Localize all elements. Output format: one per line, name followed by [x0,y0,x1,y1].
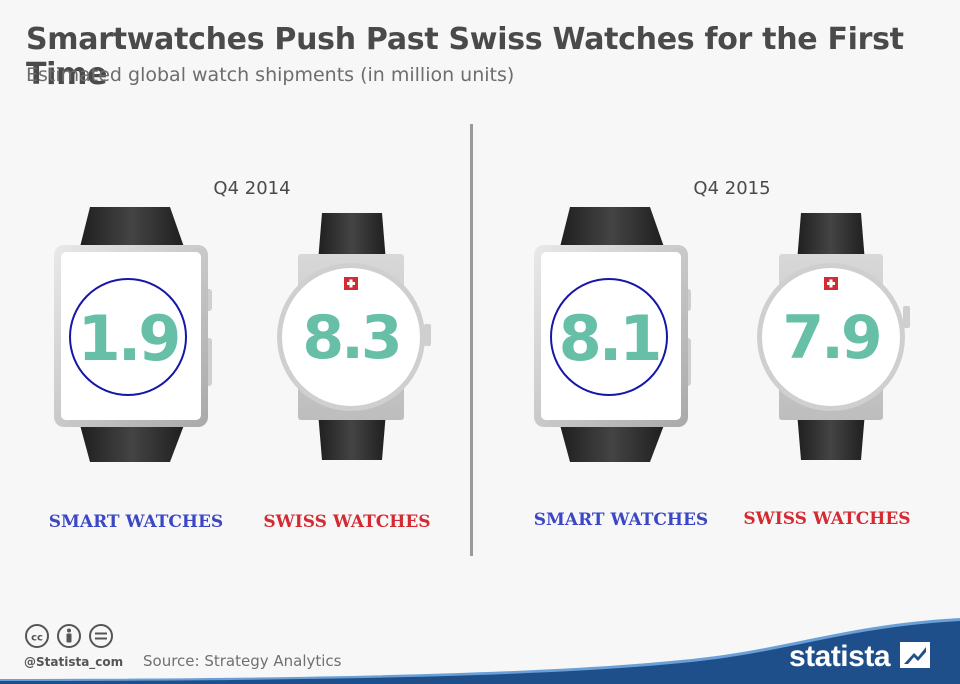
smart-watch-2015: 8.1 [534,207,691,462]
attribution-icon [57,624,81,648]
series-label-swiss-2015: SWISS WATCHES [743,509,911,529]
statista-logo-icon[interactable] [898,640,934,670]
swiss-watch-2014: 8.3 [277,213,431,460]
smart-watch-2014-strap-top [80,207,184,247]
value-label-swiss-2014: 8.3 [302,303,399,373]
swiss-watch-2015-dial [762,268,900,406]
smart-watch-2015-highlight-ring [550,278,668,396]
cc-icon: cc [25,624,49,648]
smart-watch-2015-strap-top [560,207,664,247]
statista-logo-text[interactable]: statista [788,640,891,673]
value-label-smart-2015: 8.1 [559,302,660,375]
swiss-watch-2014-crown [424,324,431,346]
swiss-watch-2014-dial [282,268,420,406]
series-label-swiss-2014: SWISS WATCHES [263,512,431,532]
series-label-smart-2015: SMART WATCHES [533,510,709,530]
footer-handle: @Statista_com [24,655,124,669]
swiss-flag-icon [344,277,358,290]
swiss-watch-2015-strap-top [797,213,865,262]
period-divider [470,124,473,556]
value-label-swiss-2015: 7.9 [782,303,879,373]
smart-watch-2015-strap-bottom [560,425,664,462]
period-label-q4-2015: Q4 2015 [693,178,771,199]
smart-watch-2015-screen [541,252,681,420]
brand-band [0,620,960,684]
smart-watch-2014-highlight-ring [69,278,187,396]
value-label-smart-2014: 1.9 [78,302,179,375]
swiss-watch-2015-crown [903,306,910,328]
svg-text:cc: cc [31,633,43,644]
period-label-q4-2014: Q4 2014 [213,178,291,199]
no-derivatives-icon [89,624,113,648]
swiss-watch-2014-strap-bottom [318,412,386,460]
series-label-smart-2014: SMART WATCHES [48,512,224,532]
swiss-watch-2015-strap-bottom [797,412,865,460]
smart-watch-2014: 1.9 [54,207,212,462]
license-icons: cc [25,624,113,648]
swiss-watch-2014-strap-top [318,213,386,262]
smart-watch-2014-strap-bottom [80,425,184,462]
swiss-watch-2015: 7.9 [757,213,910,460]
chart-title: Smartwatches Push Past Swiss Watches for… [26,22,904,92]
swiss-flag-icon [824,277,838,290]
footer-source: Source: Strategy Analytics [143,652,342,670]
chart-subtitle: Estimated global watch shipments (in mil… [26,64,515,86]
